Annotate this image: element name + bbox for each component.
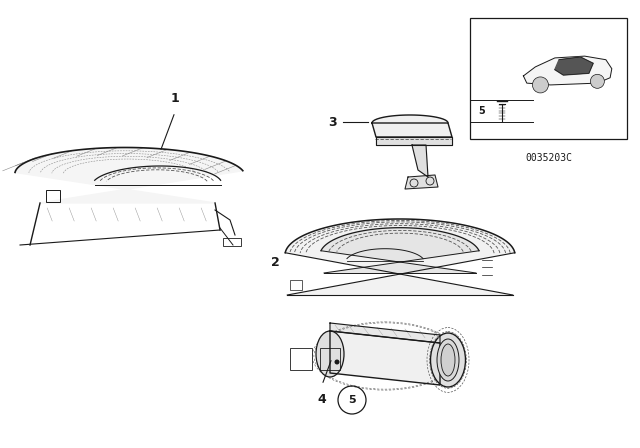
Bar	[290, 280, 302, 290]
Polygon shape	[405, 175, 438, 189]
Ellipse shape	[437, 339, 459, 381]
Polygon shape	[412, 145, 428, 177]
Text: 5: 5	[348, 395, 356, 405]
Polygon shape	[372, 115, 448, 123]
Circle shape	[335, 359, 339, 365]
Bar	[290, 348, 312, 370]
Text: 5: 5	[479, 106, 485, 116]
Text: 3: 3	[328, 116, 337, 129]
Polygon shape	[524, 56, 612, 85]
Polygon shape	[321, 228, 479, 273]
Text: 4: 4	[317, 393, 326, 406]
Ellipse shape	[441, 344, 455, 376]
Circle shape	[532, 77, 548, 93]
Bar	[223, 238, 241, 246]
Polygon shape	[372, 123, 452, 137]
Bar	[320, 348, 340, 370]
Polygon shape	[15, 147, 243, 203]
Ellipse shape	[316, 331, 344, 377]
Text: 0035203C: 0035203C	[525, 153, 572, 163]
Polygon shape	[555, 57, 593, 75]
Polygon shape	[285, 219, 515, 295]
Polygon shape	[376, 137, 452, 145]
Text: 1: 1	[171, 92, 179, 105]
Text: 2: 2	[271, 255, 280, 268]
Circle shape	[590, 74, 604, 88]
Polygon shape	[330, 331, 440, 385]
Polygon shape	[330, 323, 440, 343]
Bar	[470, 18, 627, 139]
Ellipse shape	[431, 333, 465, 387]
Bar	[45, 190, 60, 202]
